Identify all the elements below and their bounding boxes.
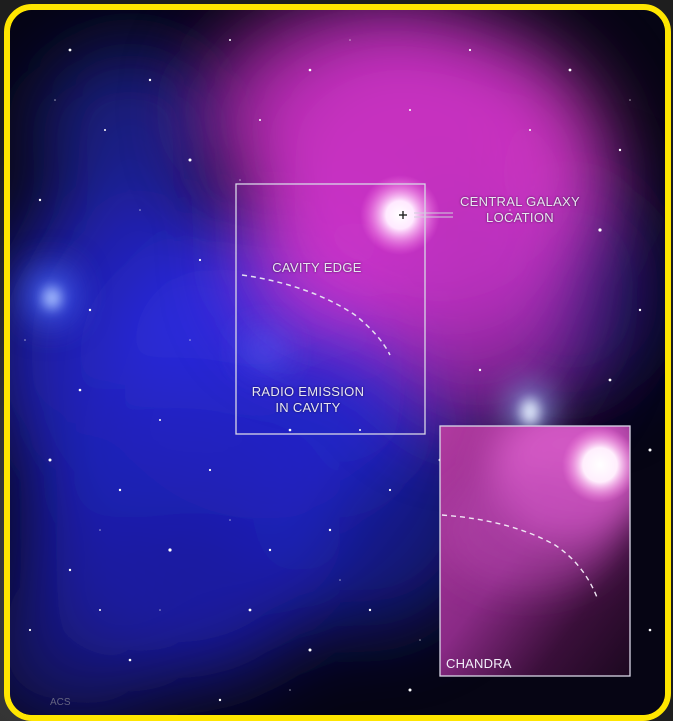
credit-fragment: ACS — [50, 697, 71, 708]
radio-emission-label-line2: IN CAVITY — [275, 400, 341, 415]
central-galaxy-label: CENTRAL GALAXY LOCATION — [450, 194, 590, 226]
zoom-region-box — [235, 183, 426, 435]
cavity-edge-label: CAVITY EDGE — [272, 260, 362, 275]
radio-emission-label: RADIO EMISSION IN CAVITY — [238, 384, 378, 416]
central-galaxy-marker — [399, 211, 407, 219]
central-galaxy-leader — [414, 212, 453, 218]
cavity-edge-curve — [241, 274, 391, 356]
astronomy-image — [10, 10, 665, 715]
chandra-label: CHANDRA — [446, 656, 512, 671]
radio-emission-label-line1: RADIO EMISSION — [251, 384, 365, 399]
image-frame: CENTRAL GALAXY LOCATION CAVITY EDGE RADI… — [4, 4, 671, 721]
central-galaxy-label-line2: LOCATION — [486, 210, 554, 225]
chandra-inset-box — [439, 425, 631, 677]
central-galaxy-label-line1: CENTRAL GALAXY — [459, 194, 581, 209]
chandra-inset-image — [440, 426, 630, 676]
star-field — [28, 39, 652, 702]
